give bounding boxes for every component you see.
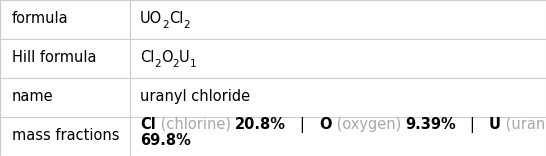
Text: |: | — [456, 117, 489, 133]
Text: 1: 1 — [190, 59, 197, 69]
Text: mass fractions: mass fractions — [12, 128, 120, 143]
Text: formula: formula — [12, 11, 69, 26]
Text: name: name — [12, 89, 54, 104]
Text: 9.39%: 9.39% — [406, 117, 456, 132]
Text: Hill formula: Hill formula — [12, 50, 97, 65]
Text: |: | — [286, 117, 319, 133]
Text: U: U — [489, 117, 501, 132]
Text: 2: 2 — [173, 59, 179, 69]
Text: (oxygen): (oxygen) — [331, 117, 406, 132]
Text: O: O — [319, 117, 331, 132]
Text: O: O — [161, 50, 173, 65]
Text: U: U — [179, 50, 190, 65]
Text: 2: 2 — [155, 59, 161, 69]
Text: 2: 2 — [183, 20, 190, 30]
Text: Cl: Cl — [169, 11, 183, 26]
Text: UO: UO — [140, 11, 162, 26]
Text: (uranium): (uranium) — [501, 117, 546, 132]
Text: Cl: Cl — [140, 50, 155, 65]
Text: Cl: Cl — [140, 117, 156, 132]
Text: (chlorine): (chlorine) — [156, 117, 235, 132]
Text: 20.8%: 20.8% — [235, 117, 286, 132]
Text: 69.8%: 69.8% — [140, 133, 191, 148]
Text: 2: 2 — [162, 20, 169, 30]
Text: uranyl chloride: uranyl chloride — [140, 89, 250, 104]
